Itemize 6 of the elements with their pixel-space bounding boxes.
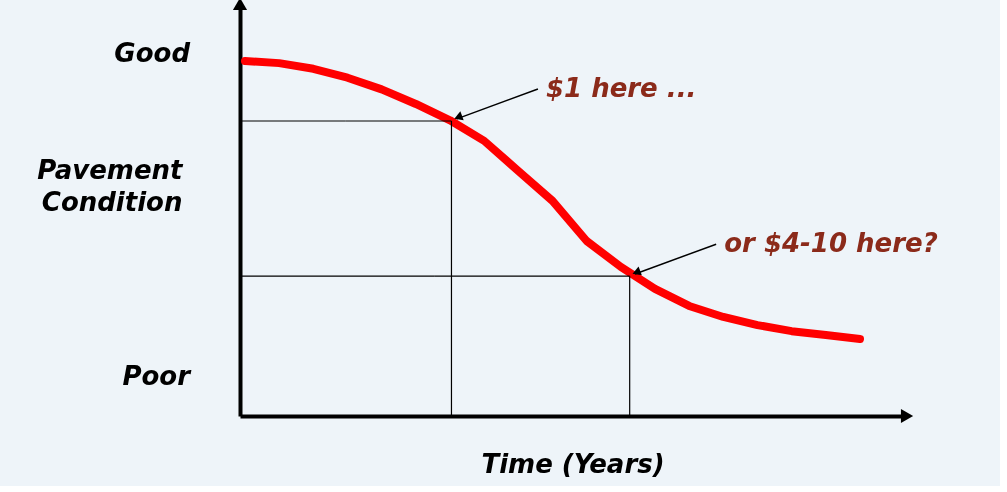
- text: Good: [114, 37, 191, 68]
- annotation: or $4-10 here?: [724, 228, 938, 259]
- text: Poor: [122, 360, 193, 391]
- y-axis-title: Pavement Condition: [37, 154, 185, 217]
- annotation: $1 here ...: [545, 73, 697, 104]
- x-axis-title: Time (Years): [481, 448, 665, 479]
